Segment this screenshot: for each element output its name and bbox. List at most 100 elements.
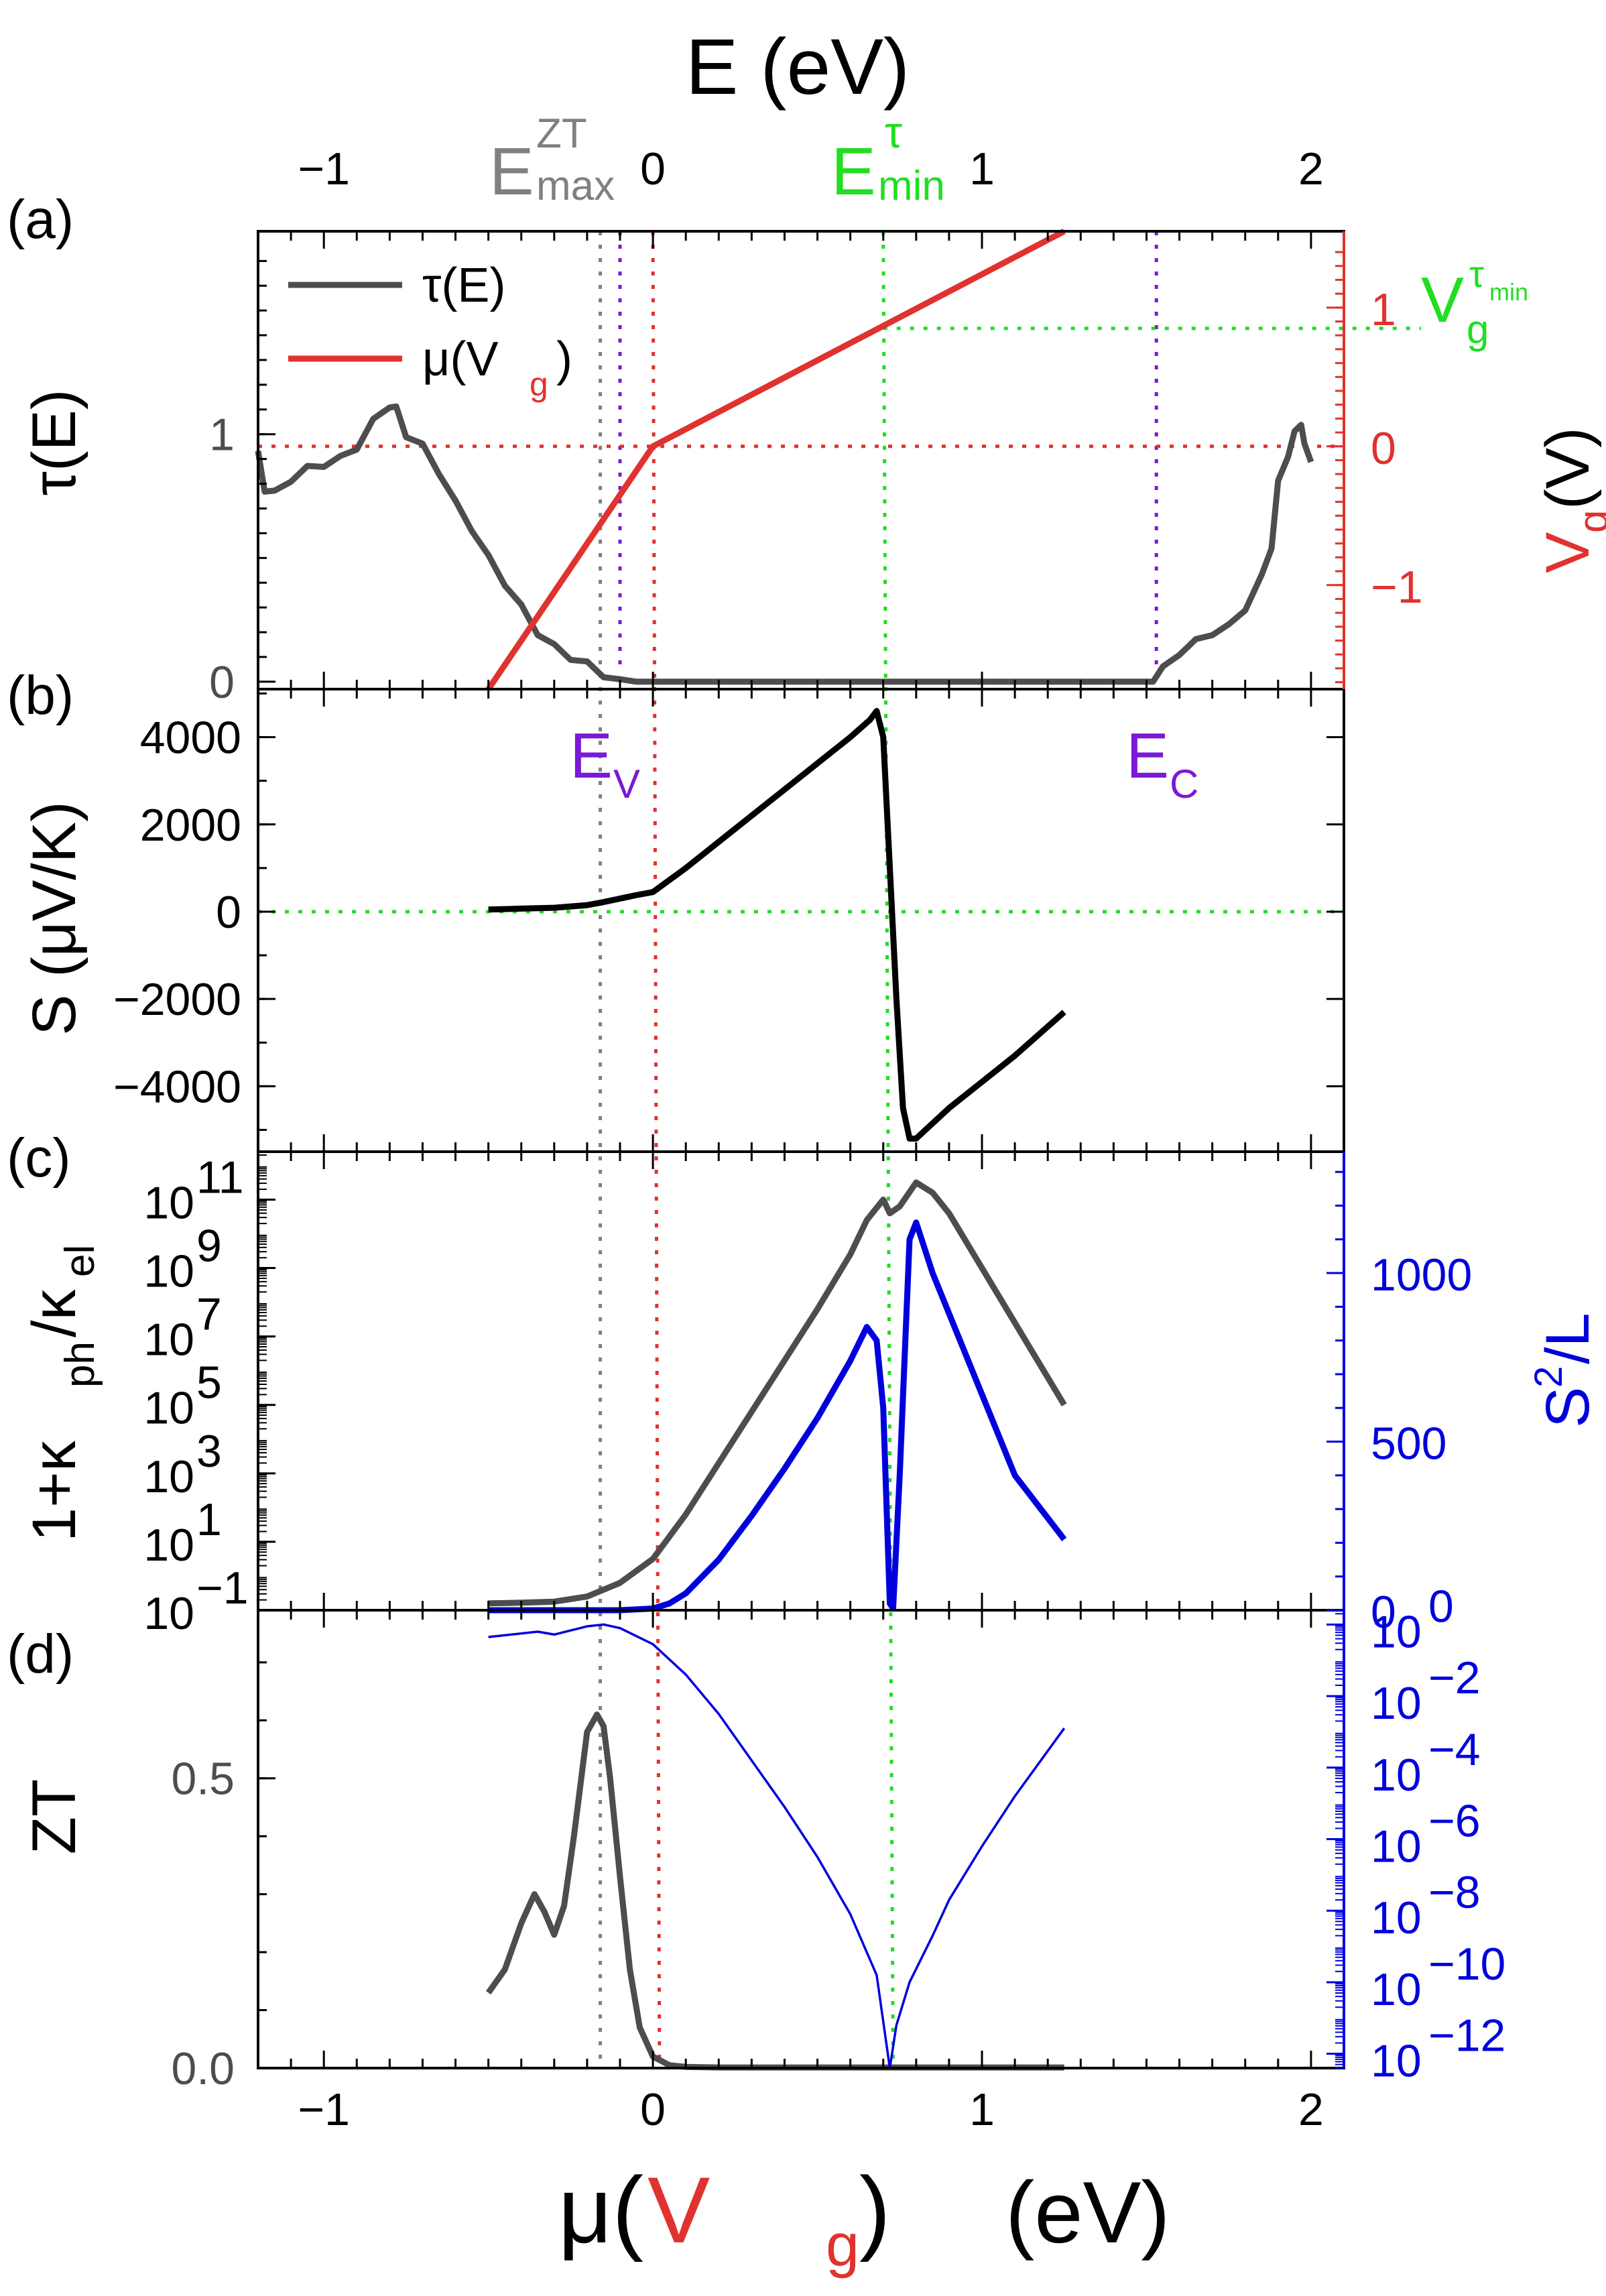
- panel-c-y-tick-label: 10: [143, 1177, 194, 1228]
- panel-d-y-tick-label: 0.0: [171, 2043, 235, 2094]
- legend-label-mu: μ(V: [422, 333, 498, 386]
- panel-c-right-y-tick-label: 0: [1371, 1587, 1396, 1638]
- panel-c-y-tick-label: 10: [143, 1315, 194, 1366]
- bottom-x-axis-vg: V: [647, 2157, 710, 2262]
- panel-a-right-y-tick-label: 0: [1371, 423, 1396, 474]
- series-layer: [255, 229, 1314, 2071]
- panel-c-right-y-tick-label: 1000: [1371, 1250, 1472, 1301]
- bottom-x-tick-label: 2: [1298, 2084, 1324, 2135]
- top-x-axis-title: E (eV): [686, 23, 910, 111]
- panel-label-a: (a): [7, 189, 74, 250]
- panel-c-ylabel-pre: 1+κ: [20, 1440, 88, 1542]
- panel-c-y-tick-exponent: 7: [196, 1289, 222, 1340]
- annotation-emax-main: E: [489, 134, 534, 209]
- panel-d-right-y-tick-exponent: −10: [1428, 1939, 1505, 1990]
- panel-c-y-tick-label: 10: [143, 1246, 194, 1297]
- kappa-ratio-series: [488, 1179, 1067, 1607]
- top-x-tick-label: 2: [1298, 143, 1324, 194]
- panel-b-y-tick-label: 2000: [140, 800, 241, 851]
- bottom-x-tick-label: −1: [298, 2084, 350, 2135]
- panel-a-y-tick-label: 1: [209, 410, 235, 461]
- bottom-x-axis-mu: μ(: [558, 2157, 643, 2262]
- panel-b-y-tick-label: −2000: [113, 974, 241, 1025]
- panel-c-y-tick-exponent: 1: [196, 1494, 222, 1545]
- panel-c-y-tick-exponent: −1: [196, 1563, 249, 1614]
- panel-d-right-y-tick-label: 10: [1371, 1606, 1422, 1657]
- panel-a-right-axis-title: V g (V): [1534, 427, 1606, 573]
- mu-vg-series: [485, 229, 1066, 691]
- panel-label-c: (c): [7, 1128, 71, 1189]
- panel-d-y-tick-label: 0.5: [171, 1754, 235, 1805]
- ref-line-e-zero: [651, 231, 662, 2069]
- panel-d-right-y-tick-exponent: −12: [1428, 2010, 1505, 2061]
- annotation-emax-sub: max: [536, 163, 615, 209]
- panel-d-right-y-tick-label: 10: [1371, 1892, 1422, 1943]
- panel-b-y-tick-label: −4000: [113, 1061, 241, 1112]
- panel-c-y-tick-label: 10: [143, 1383, 194, 1434]
- panel-c-y-tick-exponent: 3: [196, 1426, 222, 1477]
- legend-label-tau: τ(E): [422, 259, 505, 312]
- panel-d-right-y-tick-exponent: −2: [1428, 1652, 1481, 1703]
- panel-d-right-y-tick-label: 10: [1371, 1678, 1422, 1729]
- annotation-vg-supsub: min: [1489, 278, 1528, 306]
- annotation-ec-main: E: [1126, 720, 1169, 792]
- panel-b-y-axis-title: S (μV/K): [20, 801, 88, 1036]
- s2-over-l-series: [488, 1219, 1067, 1614]
- panel-d-y-axis-title: ZT: [20, 1779, 88, 1854]
- legend: τ(E) μ(V g ): [288, 259, 572, 403]
- annotation-vg-sub: g: [1467, 307, 1489, 352]
- panel-c-y-tick-exponent: 11: [196, 1152, 244, 1203]
- panel-c-y-tick-label: 10: [143, 1520, 194, 1571]
- bottom-x-axis-unit: (eV): [1005, 2163, 1170, 2261]
- panel-d-right-y-tick-label: 10: [1371, 2036, 1422, 2087]
- panel-c-right-ylabel-rest: /L: [1534, 1313, 1602, 1364]
- bottom-x-axis-title: μ( V g ) (eV): [558, 2157, 1170, 2279]
- panel-c-y-tick-label: 10: [143, 1451, 194, 1502]
- panel-a-y-axis-title: τ(E): [20, 389, 88, 496]
- panel-c-y-tick-exponent: 5: [196, 1357, 222, 1408]
- panel-c-right-axis-title: S 2 /L: [1527, 1313, 1602, 1428]
- panel-c-ylabel-sub2: el: [57, 1245, 103, 1277]
- panel-d-right-y-tick-label: 10: [1371, 1821, 1422, 1872]
- annotation-ec-sub: C: [1170, 762, 1198, 806]
- ref-line-emin-tau: [881, 231, 895, 2069]
- annotation-emax-sup: ZT: [536, 111, 587, 157]
- panel-d-right-y-tick-exponent: −8: [1428, 1867, 1481, 1918]
- panel-a-right-ylabel-sub: g: [1570, 510, 1606, 533]
- panel-c-right-ylabel-main: S: [1534, 1387, 1602, 1428]
- bottom-x-tick-label: 0: [640, 2084, 666, 2135]
- reference-lines: [258, 231, 1421, 2069]
- panel-b-y-tick-label: 0: [216, 887, 241, 938]
- annotation-ev: E V: [570, 720, 640, 806]
- annotation-ec: E C: [1126, 720, 1198, 806]
- panel-c-y-tick-exponent: 9: [196, 1221, 222, 1272]
- panel-a-right-y-tick-label: −1: [1371, 562, 1423, 613]
- panel-c-y-axis-title: 1+κ ph /κ el: [20, 1245, 103, 1542]
- panel-c-ylabel-mid: /κ: [20, 1288, 88, 1337]
- annotation-vg-sup: τ: [1469, 253, 1484, 295]
- annotation-emin-tau: E τ min: [831, 107, 945, 209]
- bottom-x-tick-label: 1: [969, 2084, 995, 2135]
- annotation-vg-tau-min: V g τ min: [1421, 253, 1528, 352]
- panel-b-y-tick-label: 4000: [140, 713, 241, 764]
- annotation-emin-main: E: [831, 134, 876, 209]
- annotation-emin-sub: min: [878, 163, 945, 209]
- zt-log-series: [488, 1623, 1066, 2069]
- panel-c-right-y-tick-label: 500: [1371, 1418, 1446, 1469]
- panel-d-right-y-tick-exponent: −4: [1428, 1724, 1481, 1775]
- top-x-tick-label: 0: [640, 143, 666, 194]
- top-x-tick-label: −1: [298, 143, 350, 194]
- bottom-x-axis-close: ): [859, 2157, 891, 2262]
- panel-c-ylabel-sub1: ph: [57, 1341, 103, 1388]
- legend-label-mu-sub: g: [530, 365, 548, 403]
- panel-d-right-y-tick-label: 10: [1371, 1750, 1422, 1801]
- panel-c-right-ylabel-sup: 2: [1527, 1366, 1570, 1388]
- panel-a-y-tick-label: 0: [209, 657, 235, 708]
- annotation-ev-sub: V: [613, 762, 640, 806]
- bottom-x-axis-vg-sub: g: [826, 2212, 859, 2279]
- legend-label-mu-close: ): [556, 333, 572, 386]
- annotation-emax-zt: E ZT max: [489, 111, 615, 209]
